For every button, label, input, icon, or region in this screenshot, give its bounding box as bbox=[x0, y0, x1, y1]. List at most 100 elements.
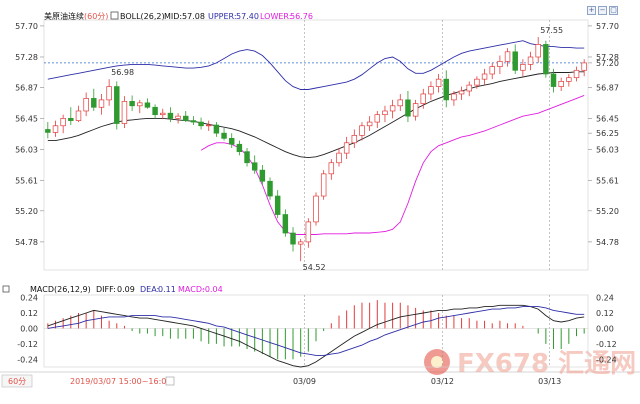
macd-box-icon[interactable] bbox=[2, 285, 10, 293]
macd-plot-frame bbox=[43, 294, 589, 368]
candle-body bbox=[497, 61, 503, 67]
period-tab[interactable] bbox=[1, 374, 33, 388]
y-tick-label-right: 56.87 bbox=[596, 83, 619, 92]
candle-body bbox=[183, 115, 189, 121]
candle-body bbox=[121, 101, 128, 124]
candle-body bbox=[489, 66, 495, 75]
candle-body bbox=[512, 51, 518, 71]
lower-label: LOWER: bbox=[260, 12, 291, 21]
indicator-label: BOLL(26,2) bbox=[120, 12, 165, 21]
candle-body bbox=[198, 121, 204, 127]
candle-body bbox=[52, 125, 59, 133]
candle-body bbox=[206, 124, 212, 127]
candle-body bbox=[435, 78, 442, 87]
candle-body bbox=[60, 118, 66, 127]
candle-body bbox=[504, 51, 511, 62]
upper-label: UPPER: bbox=[208, 12, 237, 21]
candle-body bbox=[75, 110, 82, 121]
macd-tick-label-right: 0.24 bbox=[596, 294, 614, 303]
dea-value: 0.11 bbox=[158, 285, 176, 294]
candle-body bbox=[244, 151, 250, 164]
boll-mid-line bbox=[47, 71, 585, 159]
macd-tick-label-right: -0.24 bbox=[596, 355, 617, 364]
candle-body bbox=[451, 93, 457, 101]
annotation-high: 56.98 bbox=[111, 68, 134, 77]
candle-body bbox=[83, 98, 89, 112]
y-tick-label-left: 57.28 bbox=[15, 53, 38, 62]
watermark-logo-center-icon bbox=[431, 356, 443, 368]
candle-body bbox=[466, 84, 472, 92]
candle-body bbox=[313, 195, 319, 223]
crosshair-toggle[interactable] bbox=[165, 376, 175, 386]
plot-layer: 57.70 57.28 56.87 56.45 56.03 55.61 55.20 54.78… bbox=[15, 19, 619, 386]
macd-tick-label-left: -0.24 bbox=[17, 355, 38, 364]
candle-body bbox=[328, 162, 335, 175]
zoom-in-button[interactable]: + bbox=[587, 6, 596, 15]
candle-body bbox=[98, 99, 105, 108]
y-tick-label-left: 54.78 bbox=[15, 238, 38, 247]
y-tick-label-right: 56.03 bbox=[596, 145, 619, 154]
macd-diff-line bbox=[47, 304, 585, 368]
candle-body bbox=[137, 102, 143, 107]
dea-label: DEA: bbox=[140, 285, 159, 294]
date-label: 03/13 bbox=[538, 377, 561, 386]
candle-body bbox=[114, 86, 120, 124]
macd-name: MACD(26,12,9) bbox=[30, 285, 91, 294]
y-tick-label-right: 56.45 bbox=[596, 114, 619, 123]
main-header: 美原油连续 (60分) BOLL(26,2) MID: 57.08 UPPER:… bbox=[44, 11, 313, 21]
candle-body bbox=[474, 78, 480, 86]
candle-body bbox=[359, 125, 365, 136]
symbol-label: 美原油连续 bbox=[44, 11, 84, 21]
crosshair-time: 2019/03/07 15:00~16:00 bbox=[70, 377, 171, 386]
y-tick-label-right: 55.20 bbox=[596, 207, 619, 216]
candle-body bbox=[412, 103, 419, 117]
candle-body bbox=[573, 69, 580, 79]
macd-tick-label-left: 0.24 bbox=[20, 294, 38, 303]
candle-body bbox=[458, 90, 465, 95]
y-tick-label-right: 55.61 bbox=[596, 177, 619, 186]
main-plot-frame bbox=[43, 19, 589, 271]
y-tick-label-left: 56.87 bbox=[15, 83, 38, 92]
fullscreen-button[interactable]: ▢ bbox=[609, 6, 618, 15]
candle-body bbox=[290, 232, 296, 245]
watermark-text: FX678 汇通网 bbox=[457, 349, 636, 379]
y-tick-label-right: 57.28 bbox=[596, 53, 619, 62]
y-tick-label-left: 56.45 bbox=[15, 114, 38, 123]
lower-value: 56.76 bbox=[290, 12, 313, 21]
candle-body bbox=[68, 118, 74, 121]
candle-body bbox=[389, 105, 396, 112]
annotation-high: 57.55 bbox=[540, 26, 563, 35]
macd-tick-label-left: 0.00 bbox=[20, 324, 38, 333]
boll-upper-line bbox=[47, 40, 585, 90]
zoom-out-button[interactable]: − bbox=[598, 6, 607, 15]
candle-body bbox=[550, 73, 557, 87]
candle-body bbox=[336, 152, 342, 164]
candle-body bbox=[274, 195, 281, 215]
candle-body bbox=[251, 162, 258, 171]
candle-body bbox=[443, 78, 449, 101]
candle-body bbox=[236, 143, 243, 153]
y-tick-label-right: 54.78 bbox=[596, 238, 619, 247]
candle-body bbox=[374, 114, 381, 123]
macd-value: -0.04 bbox=[202, 285, 223, 294]
last-lower-label: 56.25 bbox=[596, 129, 619, 138]
candle-body bbox=[366, 121, 373, 127]
macd-tick-label-left: 0.12 bbox=[20, 309, 38, 318]
period-tab-label: 60分 bbox=[8, 377, 26, 386]
candle-body bbox=[566, 77, 572, 82]
indicator-box-icon[interactable] bbox=[110, 11, 119, 20]
candle-body bbox=[382, 110, 388, 116]
mid-label: MID: bbox=[164, 12, 182, 21]
candle-body bbox=[267, 180, 273, 197]
watermark: FX678 汇通网 bbox=[424, 349, 636, 379]
y-tick-label-left: 57.70 bbox=[15, 22, 38, 31]
mid-value: 57.08 bbox=[182, 12, 205, 21]
candle-body bbox=[221, 132, 227, 139]
macd-tick-label-right: -0.12 bbox=[596, 340, 617, 349]
candle-body bbox=[527, 56, 534, 65]
last-price-label: 57.20 bbox=[596, 59, 619, 68]
candle-body bbox=[167, 112, 174, 119]
